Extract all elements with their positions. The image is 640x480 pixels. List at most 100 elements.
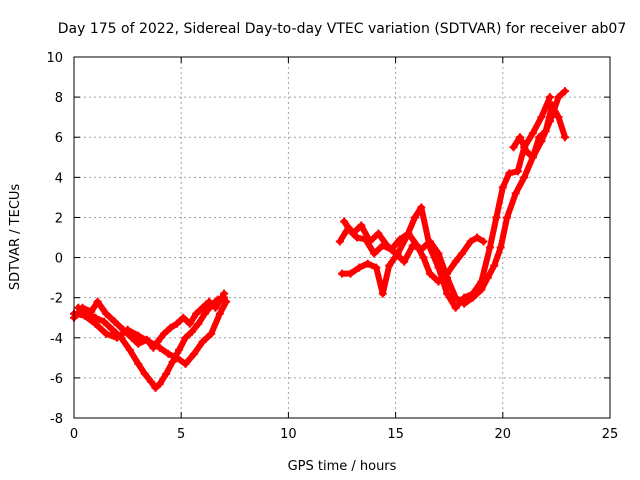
data-point [473, 233, 482, 242]
data-point [451, 293, 460, 302]
data-point [372, 263, 381, 272]
data-point [93, 297, 102, 306]
data-point [537, 113, 546, 122]
data-point [160, 329, 169, 338]
data-point [194, 319, 203, 328]
data-point [363, 259, 372, 268]
data-point [338, 269, 346, 278]
data-point [181, 333, 190, 342]
data-point [496, 243, 505, 252]
series-trace [341, 88, 568, 307]
data-point [545, 93, 554, 102]
data-series [70, 297, 231, 368]
x-axis-label: GPS time / hours [288, 459, 397, 474]
data-point [391, 249, 400, 258]
data-point [187, 327, 196, 336]
data-point [522, 147, 531, 156]
data-point [162, 369, 171, 378]
data-series [335, 223, 488, 286]
data-point [451, 257, 460, 266]
data-point [458, 249, 467, 258]
data-point [535, 133, 544, 142]
data-point [400, 257, 409, 266]
data-point [370, 249, 379, 258]
data-point [560, 133, 569, 142]
data-point [410, 213, 419, 222]
data-point [185, 319, 194, 328]
data-point [443, 273, 452, 282]
data-point [417, 203, 426, 212]
data-point [434, 249, 443, 258]
data-point [134, 331, 143, 340]
data-point [346, 269, 355, 278]
data-point [190, 349, 199, 358]
y-tick-label: 2 [55, 211, 63, 226]
data-point [353, 233, 362, 242]
data-point [477, 285, 486, 294]
data-point [485, 243, 494, 252]
data-point [155, 343, 164, 352]
data-point [451, 303, 460, 312]
data-point [443, 289, 452, 298]
data-point [419, 253, 428, 262]
data-point [408, 241, 417, 250]
data-point [213, 295, 222, 304]
data-point [91, 319, 100, 328]
data-point [479, 237, 488, 246]
data-point [348, 229, 357, 238]
data-point [515, 133, 524, 142]
data-point [383, 241, 392, 250]
data-point [554, 93, 563, 102]
data-series [340, 87, 569, 308]
y-tick-label: 4 [55, 171, 63, 186]
x-tick-label: 15 [387, 427, 404, 442]
data-point [541, 127, 550, 136]
chart-title: Day 175 of 2022, Sidereal Day-to-day VTE… [58, 21, 627, 37]
y-tick-label: -4 [50, 332, 63, 347]
data-point [198, 337, 207, 346]
x-tick-label: 25 [602, 427, 619, 442]
data-series [74, 293, 229, 392]
x-tick-labels: 0 5 10 15 20 25 [70, 427, 618, 442]
x-tick-label: 5 [177, 427, 185, 442]
data-point [511, 189, 520, 198]
data-point [528, 153, 537, 162]
data-point [222, 297, 231, 306]
x-tick-label: 20 [495, 427, 512, 442]
data-point [134, 359, 143, 368]
data-point [200, 309, 209, 318]
data-point [164, 349, 173, 358]
data-point [207, 301, 216, 310]
data-point [513, 167, 522, 176]
data-point [483, 273, 492, 282]
data-point [402, 233, 411, 242]
x-tick-label: 0 [70, 427, 78, 442]
data-point [112, 333, 121, 342]
data-point [145, 337, 154, 346]
data-point [560, 87, 569, 96]
data-point [374, 229, 383, 238]
data-point [100, 317, 109, 326]
data-point [140, 369, 149, 378]
y-tick-labels: -8 -6 -4 -2 0 2 4 6 8 10 [46, 51, 63, 427]
data-point [155, 379, 164, 388]
data-point [520, 173, 529, 182]
data-point [355, 263, 364, 272]
data-point [509, 143, 518, 152]
plot-frame [73, 56, 611, 419]
data-point [425, 269, 434, 278]
data-point [425, 237, 434, 246]
y-tick-label: -6 [50, 372, 63, 387]
data-point [378, 289, 387, 298]
data-point [528, 129, 537, 138]
data-point [357, 221, 366, 230]
data-point [175, 345, 184, 354]
data-point [385, 261, 394, 270]
x-tick-label: 10 [280, 427, 297, 442]
data-point [179, 313, 188, 322]
data-point [108, 325, 117, 334]
data-point [168, 357, 177, 366]
data-point [417, 245, 426, 254]
data-point [125, 345, 134, 354]
